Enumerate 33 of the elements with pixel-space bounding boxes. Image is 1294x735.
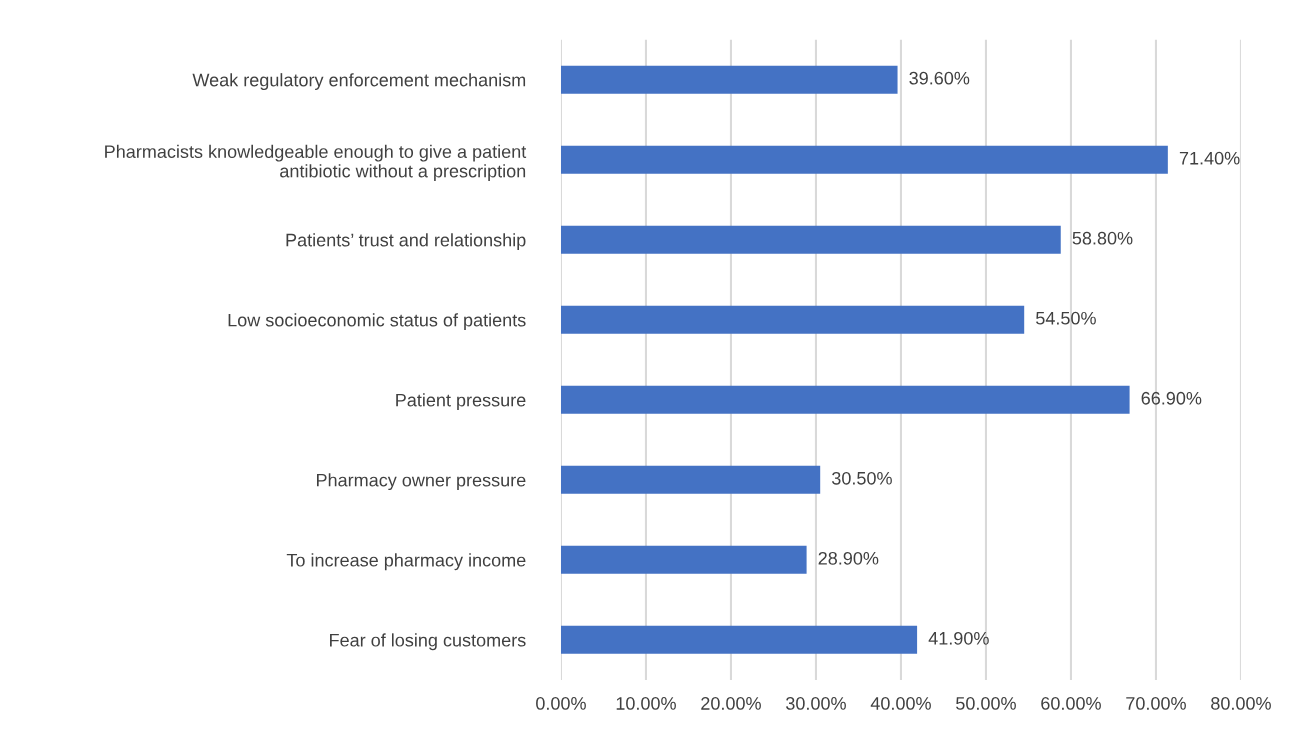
y-tick-label: Low socioeconomic status of patients [228, 313, 526, 331]
data-label: 30.50% [832, 471, 892, 485]
x-tick-label: 30.00% [786, 697, 846, 710]
bar [560, 625, 918, 654]
bar [560, 305, 1025, 334]
y-tick-label: To increase pharmacy income [286, 553, 526, 571]
x-tick-label: 60.00% [1041, 697, 1101, 710]
x-tick-label: 40.00% [870, 697, 931, 710]
x-tick-label: 10.00% [616, 697, 676, 710]
bar [560, 225, 1061, 254]
x-tick-label: 80.00% [1211, 697, 1271, 710]
bar [560, 145, 1168, 174]
x-tick-label: 20.00% [701, 697, 761, 710]
bar [560, 545, 807, 574]
bar [560, 385, 1130, 414]
bar [560, 465, 821, 494]
data-label: 66.90% [1141, 391, 1202, 405]
x-tick-label: 70.00% [1126, 697, 1186, 710]
x-tick-label: 50.00% [956, 697, 1016, 710]
y-tick-label: Patient pressure [396, 393, 526, 411]
data-label: 41.90% [928, 631, 989, 645]
y-tick-label: Fear of losing customers [330, 633, 526, 651]
y-tick-label: Patients’ trust and relationship [286, 233, 526, 251]
data-label: 58.80% [1072, 231, 1133, 245]
bar [560, 65, 898, 94]
data-label: 54.50% [1036, 311, 1096, 325]
y-tick-label: Weak regulatory enforcement mechanism [192, 73, 526, 90]
data-label: 39.60% [909, 71, 970, 85]
data-label: 71.40% [1179, 151, 1240, 165]
y-tick-label: Pharmacists knowledgeable enough to give a patient antibiotic without a prescription [105, 144, 527, 182]
data-label: 28.90% [818, 551, 879, 565]
x-tick-label: 0.00% [536, 697, 586, 710]
y-tick-label: Pharmacy owner pressure [316, 473, 526, 491]
